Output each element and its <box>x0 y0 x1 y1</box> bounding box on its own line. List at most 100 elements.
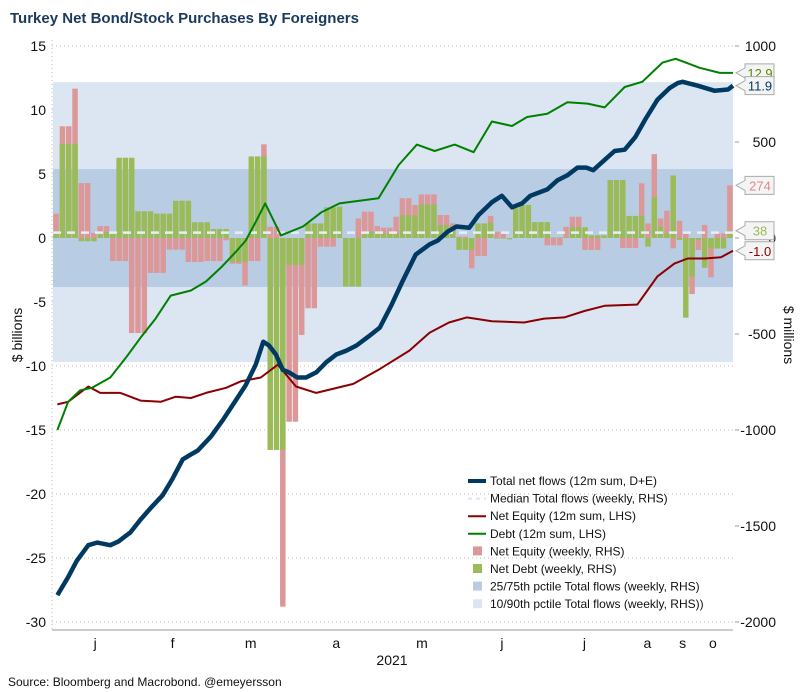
debt-bar <box>84 238 91 242</box>
x-axis-label: 2021 <box>376 652 407 668</box>
debt-bar <box>638 215 645 238</box>
legend-item: Net Equity (12m sum, LHS) <box>468 509 636 523</box>
debt-bar <box>324 207 330 238</box>
net-equity-line <box>57 249 734 406</box>
debt-bar <box>198 222 204 238</box>
equity-bar <box>160 238 166 273</box>
debt-bar <box>286 238 292 266</box>
debt-bar <box>550 237 557 238</box>
equity-bar <box>594 238 601 250</box>
debt-bar <box>494 238 500 239</box>
equity-bar <box>468 238 475 269</box>
y-tick-left: -20 <box>26 486 46 502</box>
legend-swatch <box>473 564 482 573</box>
debt-bar <box>431 204 437 238</box>
debt-bar <box>437 224 443 238</box>
equity-bar <box>456 236 462 238</box>
debt-bar <box>683 238 689 318</box>
end-label-value: 38 <box>753 224 767 239</box>
debt-bar <box>380 233 387 238</box>
debt-bar <box>601 235 607 238</box>
equity-bar <box>173 238 179 250</box>
debt-bar <box>689 238 695 277</box>
debt-bar <box>292 238 299 266</box>
x-tick-month: j <box>93 635 97 651</box>
band-25-75 <box>53 169 733 287</box>
debt-bar <box>273 238 280 450</box>
debt-bar <box>229 238 236 262</box>
end-label-value: 11.9 <box>748 79 772 94</box>
debt-bar <box>487 222 494 238</box>
debt-bar <box>626 215 632 238</box>
debt-bar <box>506 238 513 240</box>
equity-bar <box>588 238 595 250</box>
debt-bar <box>72 143 78 238</box>
callout-box <box>734 241 775 261</box>
debt-bar <box>78 238 85 242</box>
end-label: 11.9 <box>734 76 775 96</box>
debt-bar <box>513 208 519 238</box>
equity-bar <box>110 238 116 262</box>
debt-bar <box>714 238 721 249</box>
debt-bar <box>670 175 676 238</box>
debt-bar <box>708 238 714 249</box>
equity-bar <box>727 185 733 238</box>
debt-bar <box>154 213 160 238</box>
equity-bar <box>166 238 173 250</box>
debt-line <box>56 57 733 431</box>
equity-bar <box>311 238 318 309</box>
debt-bar <box>185 200 192 238</box>
debt-bar <box>368 231 374 238</box>
y-tick-left: 15 <box>30 38 46 54</box>
debt-bar <box>173 200 179 238</box>
x-tick-month: m <box>416 635 428 651</box>
debt-bar <box>254 156 261 238</box>
equity-bar <box>645 223 651 238</box>
x-tick-month: a <box>332 635 340 651</box>
debt-bar <box>645 238 651 247</box>
equity-bar <box>330 238 336 247</box>
debt-bar <box>620 180 626 238</box>
equity-bar <box>393 216 399 238</box>
equity-bar <box>305 238 311 309</box>
debt-bar <box>462 238 469 250</box>
equity-bar <box>317 238 324 247</box>
legend-label: Net Equity (weekly, RHS) <box>490 544 624 558</box>
debt-bar <box>343 238 349 287</box>
equity-bar <box>664 210 670 238</box>
equity-bar <box>626 238 632 248</box>
equity-bar <box>500 231 506 238</box>
x-tick-month: f <box>171 635 175 651</box>
debt-bar <box>65 143 72 238</box>
y-tick-left: 10 <box>30 102 46 118</box>
debt-bar <box>676 238 683 240</box>
debt-bar <box>374 231 381 238</box>
equity-bar <box>204 238 211 262</box>
debt-bar <box>563 237 569 238</box>
equity-bar <box>695 238 702 250</box>
debt-bar <box>468 238 475 250</box>
debt-bar <box>191 222 198 238</box>
legend-label: Total net flows (12m sum, D+E) <box>490 474 657 488</box>
legend-label: Net Debt (weekly, RHS) <box>490 562 616 576</box>
equity-bar <box>462 236 469 238</box>
debt-bar <box>311 223 318 238</box>
equity-bar <box>361 211 368 238</box>
equity-bar <box>638 183 645 238</box>
end-label-value: -1.0 <box>749 244 771 259</box>
callout-box <box>734 76 775 96</box>
equity-bar <box>116 238 122 262</box>
debt-bar <box>500 238 506 239</box>
legend-item: Total net flows (12m sum, D+E) <box>468 474 657 488</box>
equity-bar <box>53 213 59 238</box>
debt-bar <box>349 238 355 287</box>
y-tick-left: -10 <box>26 358 46 374</box>
legend-item: 25/75th pctile Total flows (weekly, RHS) <box>473 580 700 594</box>
debt-bar <box>594 235 601 238</box>
equity-bar <box>714 233 721 238</box>
debt-bar <box>217 228 223 238</box>
equity-bar <box>191 238 198 262</box>
percentile-bands <box>53 82 733 363</box>
debt-bar <box>91 238 97 242</box>
